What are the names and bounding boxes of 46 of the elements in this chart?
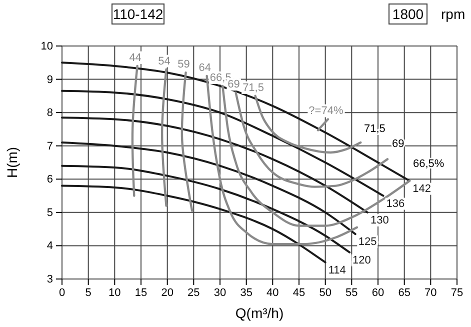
x-tick-label: 30 [214,286,226,299]
x-tick-label: 35 [240,286,252,299]
x-tick-label: 0 [58,286,66,299]
y-tick-label: 9 [46,74,53,86]
y-tick-label: 8 [46,107,53,120]
x-tick-label: 20 [161,286,174,299]
y-tick-label: 5 [46,206,53,219]
x-tick-label: 15 [134,286,148,299]
x-axis-title: Q(m³/h) [235,305,284,321]
series-label: 130 [370,214,389,226]
series-label: 64 [198,62,211,74]
y-tick-label: 10 [40,40,53,53]
series-label: 114 [328,264,346,276]
series-label: 71,5 [242,82,264,94]
series-label: 54 [158,55,170,68]
line-series [254,94,362,154]
line-series [61,164,351,254]
series-label: 59 [178,58,190,71]
y-tick-label: 6 [46,174,53,186]
text: 1800 [392,6,424,22]
y-tick-label: 4 [46,240,53,252]
x-tick-label: 65 [398,286,410,299]
y-axis-title: H(m) [4,146,20,178]
x-tick-label: 45 [292,286,306,299]
series-label: 136 [386,198,405,210]
line-series [61,184,326,264]
x-tick-label: 5 [85,286,92,299]
series-label: 142 [412,182,431,195]
series-label: 125 [358,236,377,248]
line-series [206,74,358,246]
series-label: 44 [129,52,142,64]
series-label: 120 [352,254,371,266]
x-tick-label: 40 [266,286,279,299]
y-tick-label: 7 [46,140,53,152]
x-tick-label: 50 [319,286,332,299]
x-tick-label: 25 [188,286,200,299]
series-label: ?=74% [308,105,344,118]
y-tick-label: 3 [46,274,53,286]
x-tick-label: 70 [424,286,437,299]
x-tick-label: 10 [108,286,121,299]
x-tick-label: 60 [372,286,384,299]
text: rpm [441,6,466,22]
line-series [234,92,389,188]
x-tick-label: 55 [346,286,358,299]
x-tick-label: 75 [450,286,464,299]
line-series [61,142,356,236]
